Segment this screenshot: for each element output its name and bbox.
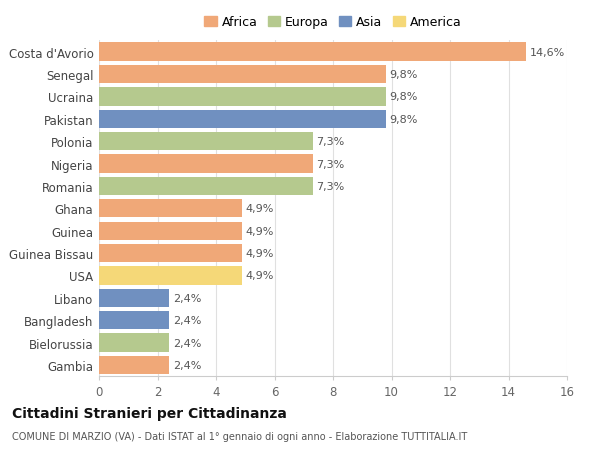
Text: 9,8%: 9,8%: [389, 70, 418, 80]
Bar: [99, 66, 386, 84]
Text: 4,9%: 4,9%: [246, 248, 274, 258]
Text: 4,9%: 4,9%: [246, 271, 274, 281]
Bar: [99, 110, 386, 129]
Bar: [99, 43, 526, 62]
Text: Cittadini Stranieri per Cittadinanza: Cittadini Stranieri per Cittadinanza: [12, 406, 287, 420]
Bar: [99, 267, 242, 285]
Text: 4,9%: 4,9%: [246, 226, 274, 236]
Bar: [99, 244, 242, 263]
Text: 2,4%: 2,4%: [173, 338, 201, 348]
Bar: [99, 200, 242, 218]
Bar: [99, 88, 386, 106]
Text: 2,4%: 2,4%: [173, 360, 201, 370]
Text: 2,4%: 2,4%: [173, 293, 201, 303]
Text: 7,3%: 7,3%: [316, 137, 344, 147]
Bar: [99, 222, 242, 241]
Bar: [99, 177, 313, 196]
Text: 7,3%: 7,3%: [316, 159, 344, 169]
Text: 9,8%: 9,8%: [389, 92, 418, 102]
Text: 2,4%: 2,4%: [173, 315, 201, 325]
Text: COMUNE DI MARZIO (VA) - Dati ISTAT al 1° gennaio di ogni anno - Elaborazione TUT: COMUNE DI MARZIO (VA) - Dati ISTAT al 1°…: [12, 431, 467, 442]
Bar: [99, 311, 169, 330]
Text: 9,8%: 9,8%: [389, 114, 418, 124]
Bar: [99, 356, 169, 375]
Text: 4,9%: 4,9%: [246, 204, 274, 214]
Bar: [99, 133, 313, 151]
Text: 7,3%: 7,3%: [316, 181, 344, 191]
Bar: [99, 155, 313, 174]
Text: 14,6%: 14,6%: [530, 47, 565, 57]
Bar: [99, 334, 169, 352]
Legend: Africa, Europa, Asia, America: Africa, Europa, Asia, America: [202, 14, 464, 32]
Bar: [99, 289, 169, 308]
